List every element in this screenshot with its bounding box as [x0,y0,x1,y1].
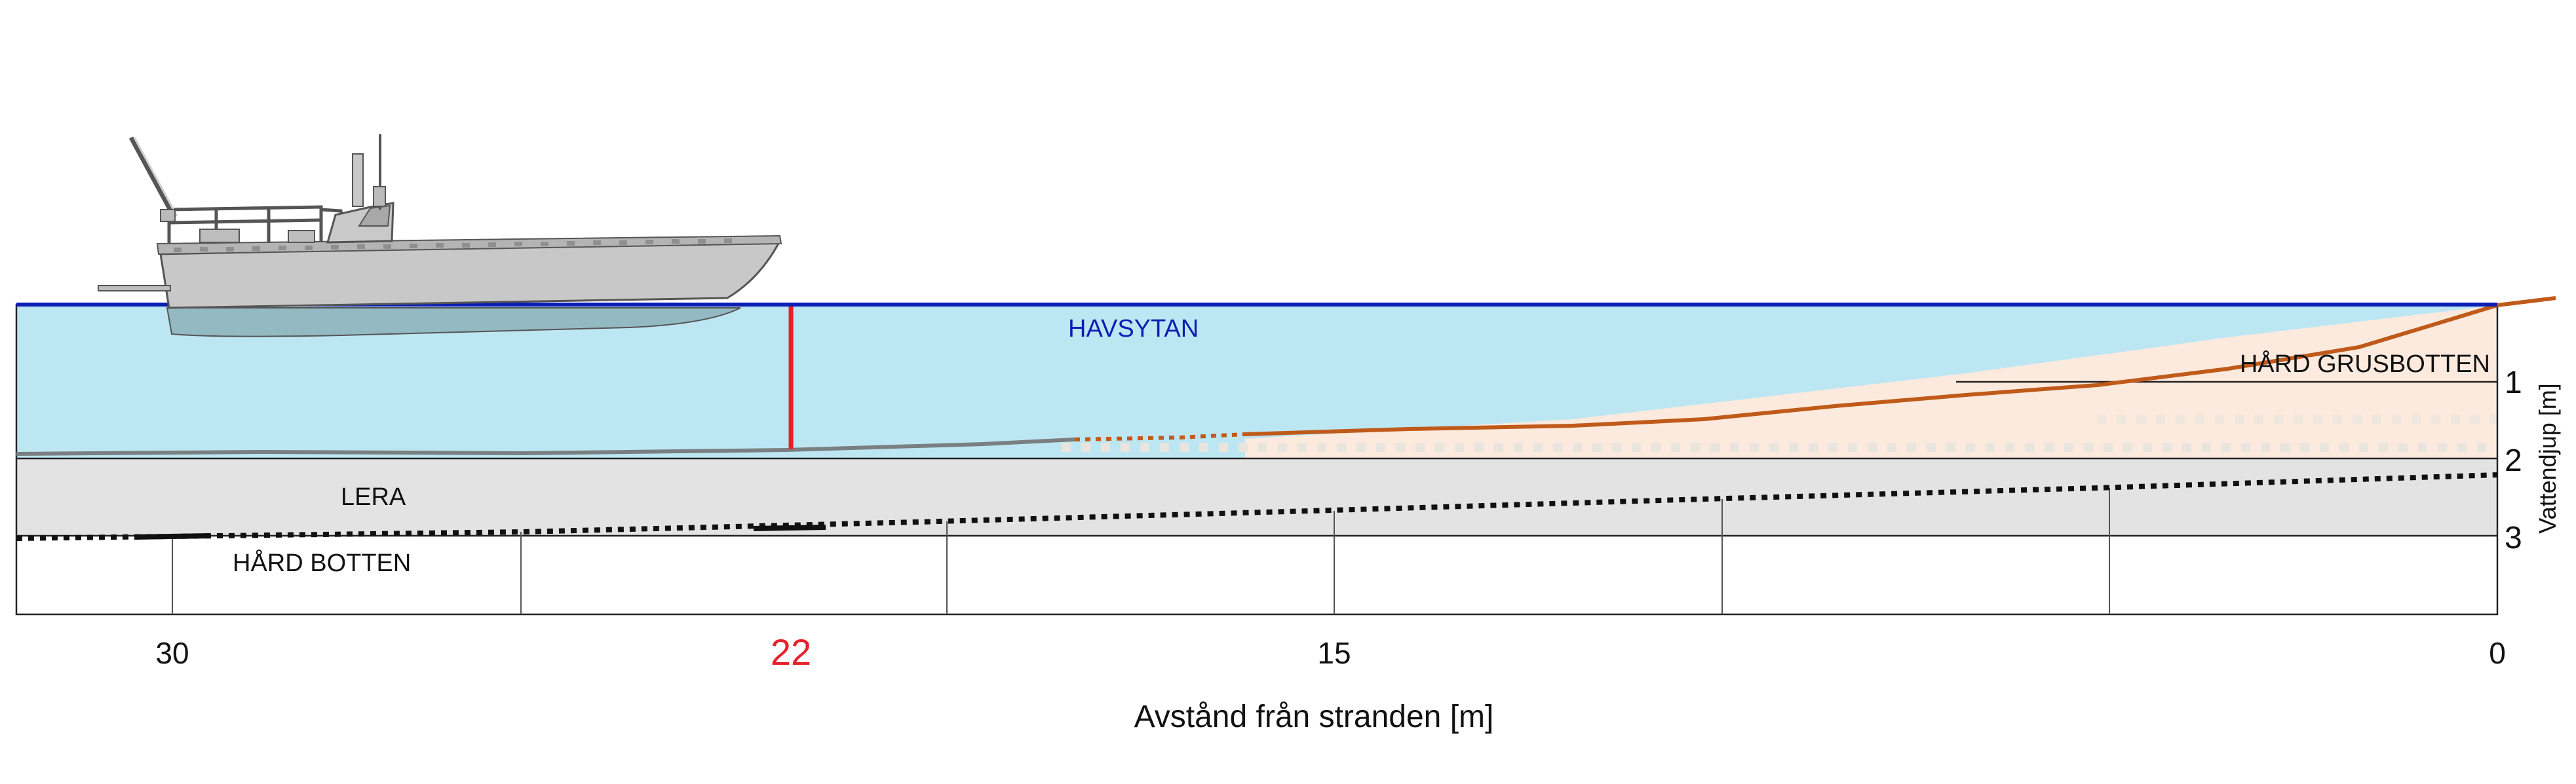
boat-illustration [98,134,782,337]
gravel-label: HÅRD GRUSBOTTEN [2240,349,2490,378]
clay-layer [16,458,2497,536]
distance-tick-0: 0 [2489,636,2506,670]
surface-label: HAVSYTAN [1068,315,1199,343]
transition-dotted [1074,432,1246,441]
mud-bottom-line [16,438,1075,456]
distance-tick-15: 15 [1317,636,1351,670]
gravel-bottom-line [1244,296,2556,436]
clay-label: LERA [341,483,406,511]
hard-bottom-boundary [16,472,2498,541]
hard-bottom-label: HÅRD BOTTEN [233,548,411,577]
depth-tick-2: 2 [2505,443,2522,478]
distance-tick-30: 30 [155,636,189,670]
y-axis-title: Vattendjup [m] [2534,383,2561,533]
distance-tick-22: 22 [771,631,811,673]
hard-bottom-gridlines [172,488,2110,614]
hard-bottom-solid-segments [134,525,826,540]
depth-tick-1: 1 [2505,365,2522,400]
x-axis-title: Avstånd från stranden [m] [1134,700,1494,734]
depth-tick-3: 3 [2505,521,2522,555]
